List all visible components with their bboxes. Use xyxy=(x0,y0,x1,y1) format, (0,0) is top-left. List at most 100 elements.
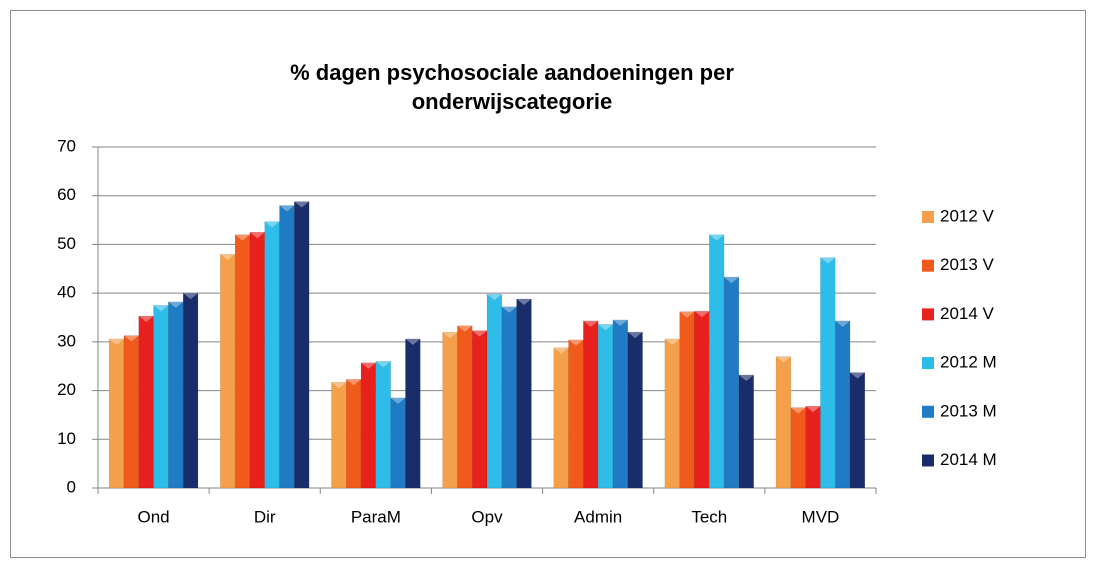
bar-bevel xyxy=(294,201,310,208)
bar-bevel xyxy=(501,306,517,313)
bar-bevel xyxy=(375,361,391,368)
bar xyxy=(501,306,517,489)
bar-bevel xyxy=(835,320,851,327)
y-tick-label: 30 xyxy=(57,331,76,350)
bar xyxy=(834,320,851,489)
bar xyxy=(679,311,695,489)
y-tick-label: 10 xyxy=(57,429,76,448)
legend-swatch xyxy=(922,308,934,321)
bar xyxy=(405,338,421,489)
bar-bevel xyxy=(724,277,739,284)
bar xyxy=(234,234,251,489)
bar xyxy=(331,382,347,489)
bar-bevel xyxy=(457,325,473,332)
bar xyxy=(627,331,643,489)
bar-bevel xyxy=(516,298,532,305)
legend-label: 2012 M xyxy=(940,353,997,372)
bar xyxy=(553,347,569,489)
bar-bevel xyxy=(138,316,154,323)
chart-title: % dagen psychosociale aandoeningen per o… xyxy=(290,60,734,114)
legend-label: 2012 V xyxy=(940,206,995,225)
bar xyxy=(664,338,680,489)
bar xyxy=(568,339,584,489)
bar xyxy=(294,201,310,489)
bar xyxy=(153,305,169,489)
bar-bevel xyxy=(279,205,295,212)
bar-bevel xyxy=(264,221,280,228)
bar-bevel xyxy=(583,320,599,327)
bar xyxy=(597,324,614,489)
x-tick-label: ParaM xyxy=(351,507,401,526)
bar xyxy=(723,276,740,489)
bar-bevel xyxy=(694,311,710,318)
bar xyxy=(709,234,725,489)
legend-swatch xyxy=(922,357,934,370)
bar-bevel xyxy=(405,338,421,345)
bar-bevel xyxy=(249,232,265,239)
bar xyxy=(820,257,836,489)
bar-bevel xyxy=(183,293,198,300)
x-tick-label: Opv xyxy=(471,507,503,526)
bar-bevel xyxy=(553,347,569,354)
bar xyxy=(249,232,265,489)
bar xyxy=(138,315,154,489)
bar-bevel xyxy=(168,301,184,308)
bar xyxy=(264,221,280,489)
bar xyxy=(775,356,792,489)
bar-bevel xyxy=(472,330,487,337)
bar-bevel xyxy=(123,335,139,342)
y-tick-label: 0 xyxy=(67,477,76,496)
bar-bevel xyxy=(598,324,613,331)
legend-label: 2014 M xyxy=(940,450,997,469)
bar-bevel xyxy=(331,382,347,389)
bar-bevel xyxy=(612,319,628,326)
bar-bevel xyxy=(790,407,806,414)
bar-bevel xyxy=(235,234,250,241)
bar-bevel xyxy=(442,332,458,339)
x-tick-label: Admin xyxy=(574,507,622,526)
bar xyxy=(471,330,488,489)
bar-bevel xyxy=(109,338,124,345)
bar xyxy=(182,292,199,489)
bar xyxy=(360,362,377,489)
bar xyxy=(486,293,503,489)
y-tick-label: 70 xyxy=(57,136,76,155)
bar-bevel xyxy=(679,311,695,318)
y-tick-label: 40 xyxy=(57,283,76,302)
bar-bevel xyxy=(627,332,643,339)
bar-bevel xyxy=(220,254,236,261)
bar-bevel xyxy=(776,356,791,363)
x-tick-label: Ond xyxy=(138,507,170,526)
bar-bevel xyxy=(361,362,376,369)
y-tick-label: 60 xyxy=(57,185,76,204)
legend-swatch xyxy=(922,454,934,467)
bar xyxy=(457,325,473,489)
bar-bevel xyxy=(738,374,754,381)
x-tick-label: Tech xyxy=(691,507,727,526)
bar xyxy=(279,205,295,489)
bar-bevel xyxy=(820,257,836,264)
legend-label: 2013 V xyxy=(940,255,995,274)
bar xyxy=(790,407,806,489)
bar-bevel xyxy=(568,339,584,346)
legend-label: 2013 M xyxy=(940,401,997,420)
bar-bevel xyxy=(346,379,362,386)
bar xyxy=(805,405,821,489)
bar xyxy=(694,310,710,489)
bar-bevel xyxy=(487,294,502,301)
y-tick-label: 50 xyxy=(57,234,76,253)
bar xyxy=(346,379,362,489)
legend-swatch xyxy=(922,405,934,418)
y-tick-label: 20 xyxy=(57,380,76,399)
bar xyxy=(220,253,236,489)
bar xyxy=(612,319,628,489)
bar xyxy=(375,361,391,489)
x-tick-label: Dir xyxy=(254,507,276,526)
bar xyxy=(583,320,599,489)
bar xyxy=(849,372,866,489)
bar xyxy=(516,298,532,489)
bar-bevel xyxy=(390,397,406,404)
bar xyxy=(738,374,754,489)
legend-swatch xyxy=(922,211,934,223)
